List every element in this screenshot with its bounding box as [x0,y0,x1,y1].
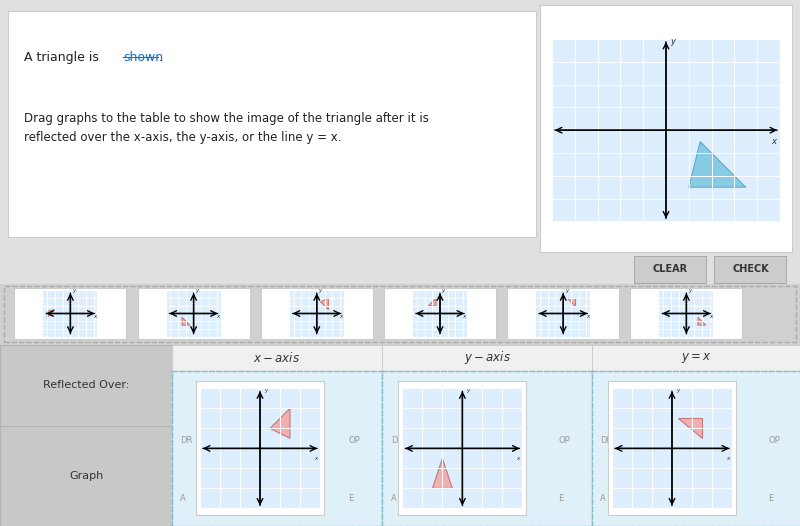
Text: y: y [195,288,198,293]
Text: .: . [158,51,162,64]
Polygon shape [698,317,706,325]
Text: x: x [709,314,712,319]
Polygon shape [182,317,190,325]
Text: OP: OP [558,436,570,445]
Text: DR: DR [390,436,403,445]
Text: y: y [688,288,691,293]
Text: CLEAR: CLEAR [653,264,688,275]
Polygon shape [567,298,574,306]
Text: x: x [314,457,317,461]
Text: x: x [339,314,342,319]
Text: y: y [676,388,679,393]
Text: Graph: Graph [69,471,103,481]
Text: A: A [180,493,186,502]
Text: E: E [768,493,774,502]
Text: E: E [348,493,354,502]
Polygon shape [270,408,290,438]
Polygon shape [47,310,55,317]
Text: Reflected Over:: Reflected Over: [43,380,129,390]
Text: y: y [442,288,445,293]
Polygon shape [689,141,746,187]
Text: CHECK: CHECK [732,264,769,275]
Text: OP: OP [768,436,780,445]
Text: y: y [466,388,470,393]
Polygon shape [429,298,436,306]
Text: x: x [586,314,589,319]
Text: DR: DR [180,436,193,445]
Text: DR: DR [600,436,613,445]
Polygon shape [321,298,328,310]
Text: A: A [600,493,606,502]
Text: y: y [72,288,75,293]
Text: x: x [216,314,219,319]
Polygon shape [678,418,702,438]
Text: E: E [558,493,564,502]
Polygon shape [432,459,453,489]
Text: x: x [516,457,519,461]
Text: $x-axis$: $x-axis$ [254,351,300,365]
Text: x: x [771,137,777,146]
Text: x: x [93,314,96,319]
Text: A: A [390,493,397,502]
Text: $y = x$: $y = x$ [682,351,712,365]
Text: OP: OP [348,436,360,445]
Text: y: y [318,288,322,293]
Text: shown: shown [123,51,163,64]
Text: y: y [670,36,675,46]
Text: Drag graphs to the table to show the image of the triangle after it is
reflected: Drag graphs to the table to show the ima… [24,113,429,144]
Text: y: y [264,388,267,393]
Text: A triangle is: A triangle is [24,51,102,64]
Text: y: y [565,288,568,293]
Text: x: x [462,314,466,319]
Text: x: x [726,457,729,461]
Text: $y-axis$: $y-axis$ [464,349,510,366]
